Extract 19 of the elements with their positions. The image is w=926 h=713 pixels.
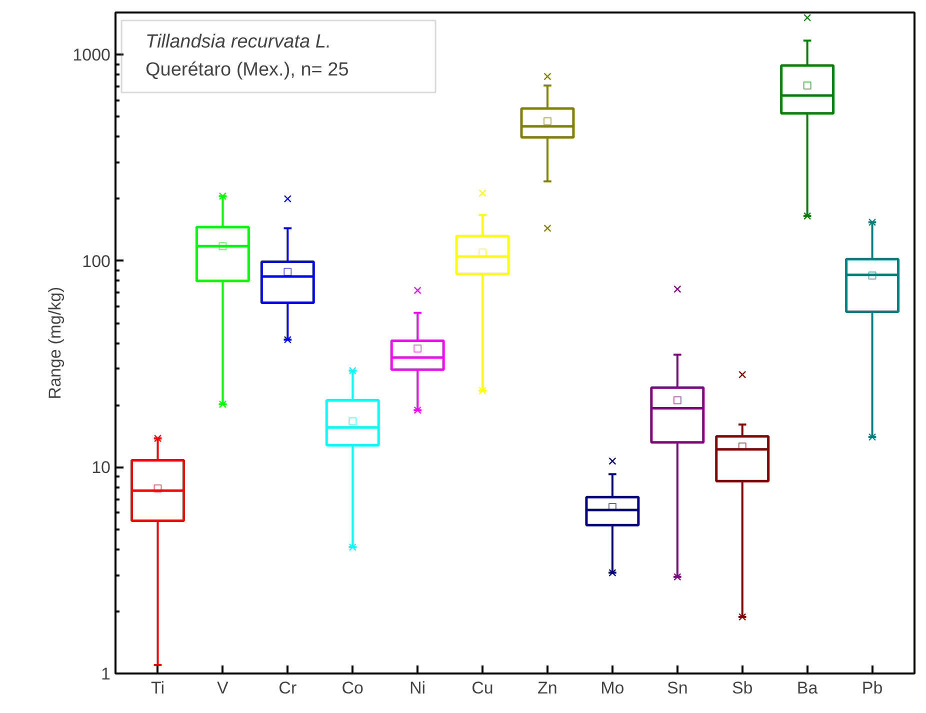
x-tick-label: Sn xyxy=(667,678,688,698)
x-tick-label: Zn xyxy=(538,678,558,698)
y-tick-label: 1000 xyxy=(72,46,111,65)
y-axis-title: Range (mg/kg) xyxy=(46,286,65,400)
x-tick-label: V xyxy=(217,678,230,698)
x-tick-label: Cu xyxy=(472,678,494,698)
annotation: Querétaro (Mex.), n= 25 xyxy=(146,60,349,80)
x-tick-label: Ni xyxy=(410,678,426,698)
x-tick-label: Ba xyxy=(796,678,818,698)
y-tick-label: 100 xyxy=(82,252,111,271)
x-tick-label: Ti xyxy=(150,678,164,698)
x-tick-label: Pb xyxy=(862,678,883,698)
y-tick-label: 10 xyxy=(92,458,111,478)
x-tick-label: Sb xyxy=(732,678,753,698)
x-tick-label: Mo xyxy=(600,678,624,698)
annotation: Tillandsia recurvata L. xyxy=(146,32,332,52)
x-tick-label: Cr xyxy=(278,678,297,698)
y-tick-label: 1 xyxy=(101,664,111,684)
x-tick-label: Co xyxy=(342,678,364,698)
